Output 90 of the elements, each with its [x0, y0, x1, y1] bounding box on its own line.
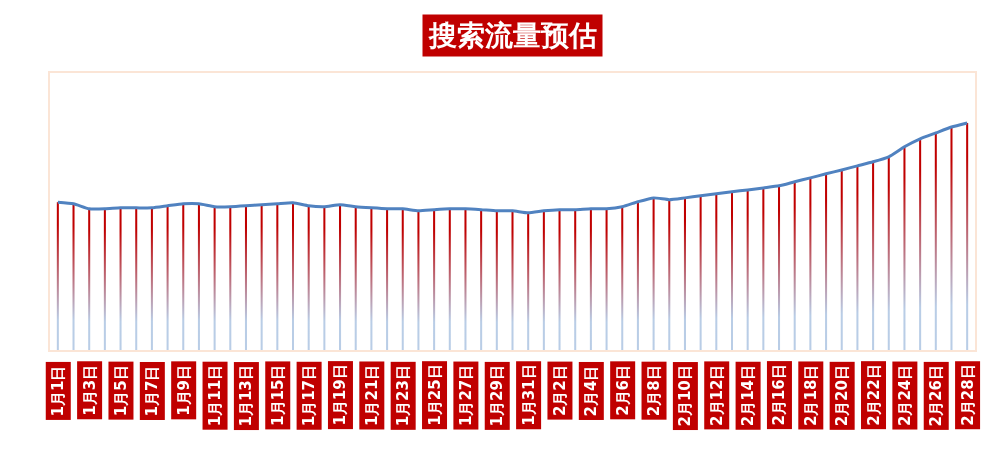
- bar: [793, 181, 796, 350]
- bar: [495, 210, 498, 350]
- bar: [636, 201, 639, 350]
- bar: [260, 204, 263, 350]
- bar: [464, 208, 467, 350]
- bar: [919, 138, 922, 350]
- x-tick-label: 1月23日: [394, 365, 413, 427]
- x-tick-label: 2月28日: [958, 364, 977, 426]
- x-tick-label: 1月29日: [488, 365, 507, 427]
- bar: [715, 193, 718, 350]
- bar: [417, 210, 420, 350]
- bar: [480, 209, 483, 350]
- bar: [88, 208, 91, 350]
- x-tick-label: 1月5日: [111, 365, 130, 417]
- bar: [652, 197, 655, 350]
- bar: [229, 206, 232, 350]
- x-tick-label: 1月21日: [362, 364, 381, 426]
- bar: [903, 146, 906, 350]
- bar: [558, 209, 561, 350]
- x-tick-label: 1月25日: [425, 364, 444, 426]
- x-tick-label: 1月3日: [80, 364, 99, 416]
- x-tick-label: 2月10日: [676, 365, 695, 427]
- x-tick-label: 2月26日: [927, 365, 946, 427]
- x-tick-label: 1月17日: [300, 364, 319, 427]
- bar: [276, 203, 279, 350]
- bar: [589, 208, 592, 350]
- bar: [872, 161, 875, 350]
- x-tick-label: 1月27日: [456, 364, 475, 427]
- bar: [574, 209, 577, 350]
- bar: [370, 207, 373, 350]
- x-tick-label: 1月7日: [143, 365, 162, 417]
- x-tick-label: 1月1日: [49, 365, 68, 417]
- bar: [511, 210, 514, 350]
- bar: [778, 185, 781, 350]
- bar: [934, 132, 937, 350]
- bar: [56, 202, 59, 350]
- bar: [119, 207, 122, 350]
- x-tick-label: 2月20日: [833, 365, 852, 427]
- x-tick-label: 2月18日: [801, 364, 820, 426]
- bar: [307, 205, 310, 350]
- bar: [433, 209, 436, 350]
- bar: [354, 206, 357, 350]
- bar: [72, 203, 75, 350]
- bar: [182, 203, 185, 350]
- chart-title: 搜索流量预估: [428, 20, 597, 51]
- bar: [605, 208, 608, 350]
- bar: [150, 207, 153, 350]
- bar: [401, 208, 404, 350]
- bar: [527, 212, 530, 350]
- bar: [166, 205, 169, 350]
- x-tick-label: 1月13日: [237, 365, 256, 427]
- x-tick-label: 2月2日: [550, 365, 569, 417]
- bar: [448, 208, 451, 350]
- bar: [746, 189, 749, 350]
- bar: [825, 173, 828, 350]
- x-tick-label: 2月14日: [739, 364, 758, 427]
- x-tick-label: 1月15日: [268, 364, 287, 426]
- bar: [730, 191, 734, 350]
- bar: [213, 206, 216, 350]
- bar: [856, 165, 859, 350]
- bar: [291, 202, 295, 350]
- x-tick-label: 2月24日: [895, 364, 914, 427]
- bar: [840, 169, 843, 350]
- bar: [668, 199, 671, 350]
- x-tick-label: 2月22日: [864, 364, 883, 426]
- x-tick-label: 1月9日: [174, 364, 193, 416]
- bar: [887, 156, 890, 350]
- bar: [809, 177, 812, 350]
- x-tick-label: 2月6日: [613, 364, 632, 416]
- bar: [621, 206, 624, 350]
- x-tick-label: 2月16日: [770, 364, 789, 426]
- bar: [244, 205, 247, 350]
- bar: [699, 195, 702, 350]
- bar: [386, 208, 389, 350]
- x-tick-label: 2月8日: [645, 365, 664, 417]
- bar: [683, 197, 686, 350]
- x-tick-label: 2月4日: [582, 365, 601, 417]
- x-tick-label: 1月11日: [206, 364, 225, 427]
- bar: [966, 122, 969, 350]
- x-tick-label: 1月31日: [519, 364, 538, 426]
- bar: [950, 127, 953, 350]
- bar: [339, 204, 342, 350]
- bar: [323, 206, 326, 350]
- bar: [542, 210, 545, 350]
- x-tick-label: 2月12日: [707, 364, 726, 426]
- bar: [135, 207, 138, 350]
- bar: [103, 208, 106, 350]
- bar: [197, 203, 200, 350]
- bar: [762, 187, 765, 350]
- x-tick-label: 1月19日: [331, 364, 350, 426]
